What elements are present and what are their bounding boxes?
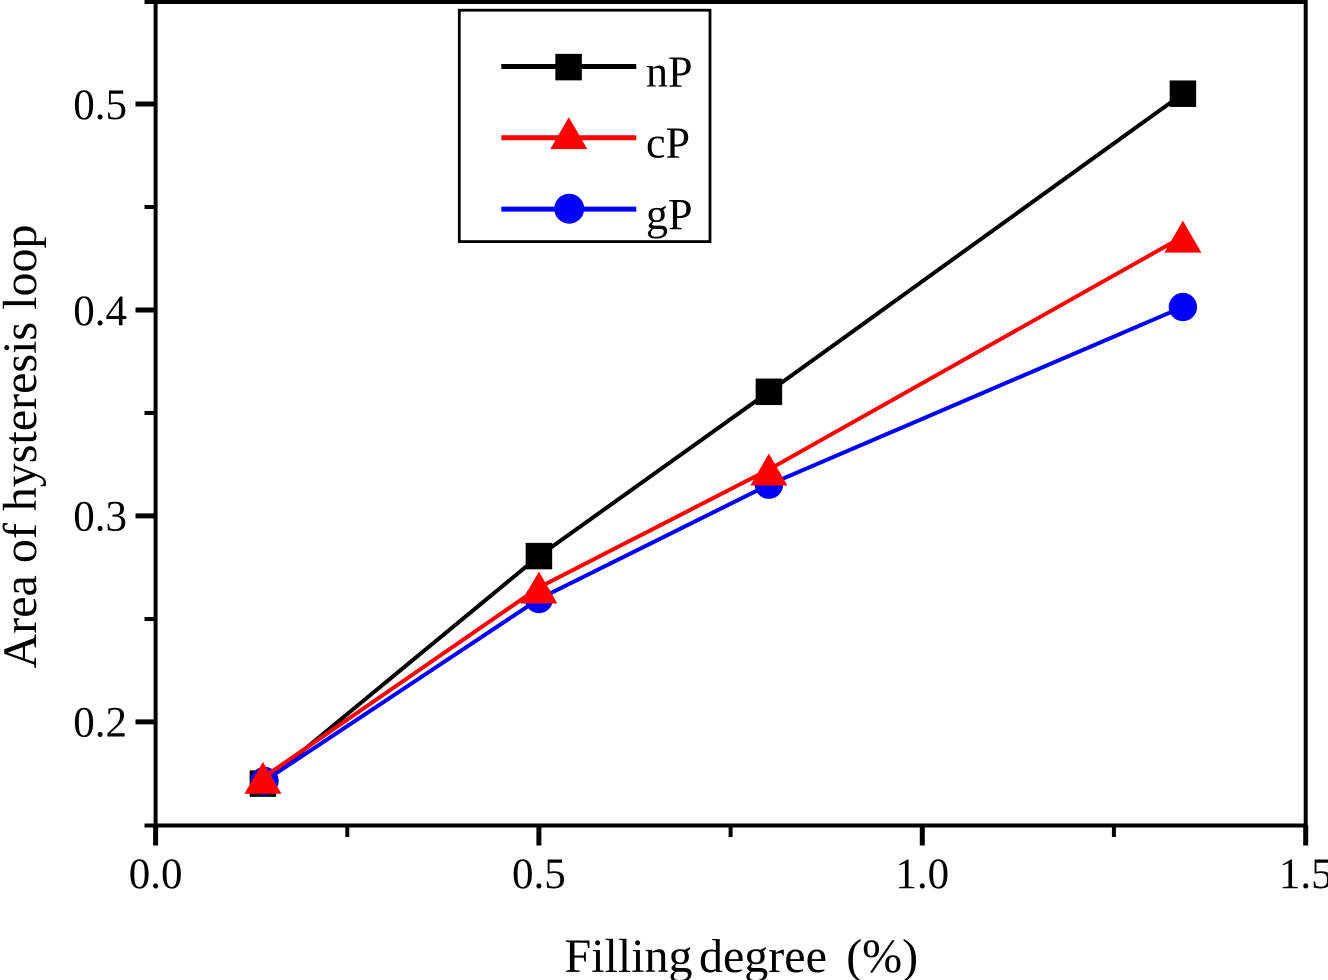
- svg-text:0.5: 0.5: [73, 82, 127, 129]
- svg-text:cP: cP: [646, 119, 690, 168]
- svg-text:0.2: 0.2: [73, 700, 127, 747]
- svg-text:0.0: 0.0: [129, 851, 183, 898]
- svg-text:1.0: 1.0: [895, 851, 949, 898]
- svg-text:0.4: 0.4: [73, 288, 127, 335]
- svg-text:0.3: 0.3: [73, 494, 127, 541]
- svg-text:degree: degree: [699, 930, 827, 980]
- svg-text:(%): (%): [846, 930, 918, 980]
- svg-text:0.5: 0.5: [512, 851, 566, 898]
- svg-text:1.5: 1.5: [1279, 851, 1328, 898]
- svg-text:Filling: Filling: [565, 930, 693, 980]
- svg-text:nP: nP: [646, 47, 692, 96]
- svg-text:gP: gP: [646, 190, 692, 239]
- svg-text:Area of hysteresis loop: Area of hysteresis loop: [0, 225, 47, 669]
